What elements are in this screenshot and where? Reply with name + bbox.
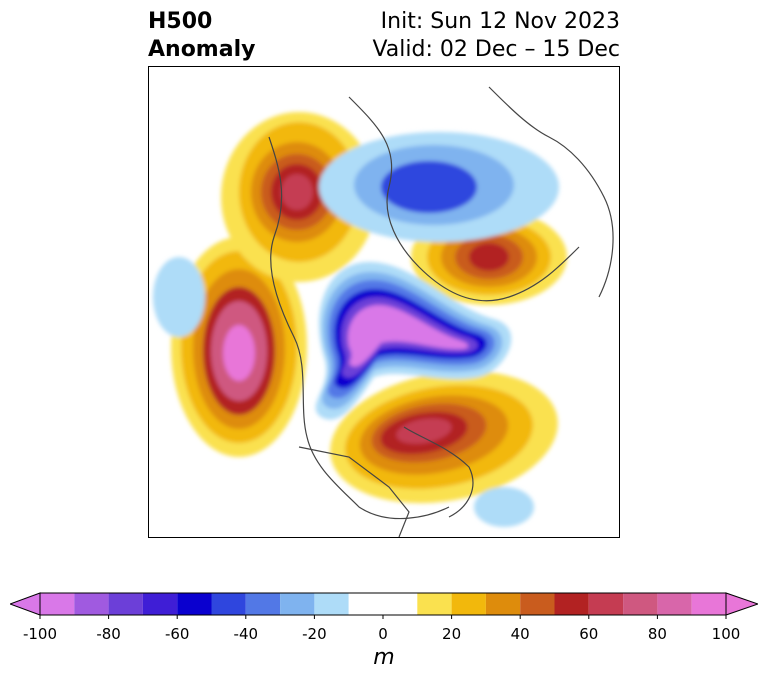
colorbar-segment <box>657 593 692 615</box>
anomaly-map <box>148 66 620 538</box>
colorbar-segment <box>245 593 281 615</box>
colorbar-under-extend <box>10 592 41 616</box>
title-line-1: H500 <box>148 9 213 34</box>
colorbar-segment <box>485 593 521 615</box>
colorbar-segment <box>211 593 246 615</box>
map-title: H500 Anomaly <box>148 8 255 64</box>
colorbar-segment <box>691 593 726 615</box>
colorbar-segment <box>451 593 486 615</box>
colorbar-segment <box>520 593 555 615</box>
colorbar-tick-label: 40 <box>510 625 530 643</box>
colorbar-segment <box>588 593 624 615</box>
colorbar-over-extend <box>725 592 758 616</box>
colorbar-segment <box>74 593 109 615</box>
colorbar-segment <box>554 593 589 615</box>
colorbar-tick-label: 80 <box>647 625 667 643</box>
colorbar-tick-label: -80 <box>96 625 121 643</box>
init-date: Init: Sun 12 Nov 2023 <box>380 9 620 34</box>
colorbar-segment <box>40 593 75 615</box>
colorbar-tick-label: 20 <box>442 625 462 643</box>
colorbar-tick-label: 60 <box>579 625 599 643</box>
colorbar-unit-label: m <box>373 645 395 670</box>
colorbar-segment <box>623 593 658 615</box>
colorbar-tick-label: -40 <box>233 625 259 643</box>
neg-region-southeast <box>474 487 534 527</box>
colorbar-segment <box>177 593 212 615</box>
anomaly-map-svg <box>153 86 614 537</box>
colorbar-segment <box>417 593 452 615</box>
colorbar-segment <box>142 593 178 615</box>
colorbar-segment <box>348 593 418 615</box>
neg-region-west <box>153 257 205 337</box>
colorbar-tick-label: -100 <box>22 625 58 643</box>
colorbar-segment <box>314 593 349 615</box>
colorbar-tick-label: 0 <box>378 625 388 643</box>
colorbar-tick-label: 100 <box>711 625 741 643</box>
valid-range: Valid: 02 Dec – 15 Dec <box>372 37 620 62</box>
forecast-info: Init: Sun 12 Nov 2023 Valid: 02 Dec – 15… <box>372 8 620 64</box>
colorbar-segment <box>108 593 143 615</box>
coastlines <box>268 86 614 537</box>
anomaly-shading <box>153 112 567 527</box>
colorbar-segment <box>280 593 315 615</box>
colorbar-tick-label: -20 <box>302 625 327 643</box>
colorbar-tick-label: -60 <box>164 625 190 643</box>
title-line-2: Anomaly <box>148 37 256 62</box>
colorbar <box>10 592 758 619</box>
